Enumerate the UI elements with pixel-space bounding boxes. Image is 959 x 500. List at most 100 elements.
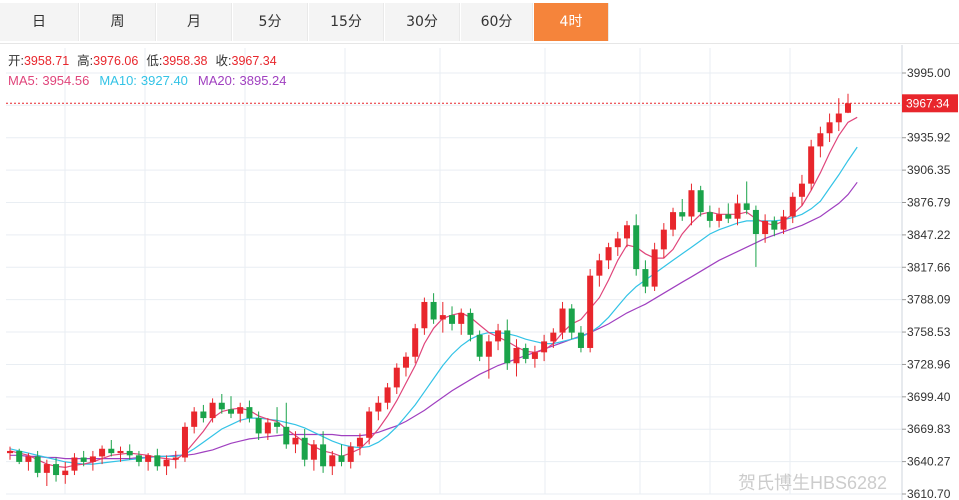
tab-60min[interactable]: 60分 <box>461 3 533 41</box>
candle-body <box>706 212 713 221</box>
tab-30min[interactable]: 30分 <box>385 3 460 41</box>
ma5-value: 3954.56 <box>42 73 89 88</box>
y-tick-label: 3876.79 <box>907 195 951 209</box>
candle-body <box>393 367 400 388</box>
candle-body <box>476 334 483 357</box>
candle-body <box>725 214 732 219</box>
candle-body <box>679 212 686 217</box>
candle-body <box>495 330 502 342</box>
candle-body <box>108 448 115 454</box>
candle-body <box>614 238 621 248</box>
candle-body <box>845 103 851 113</box>
candle-body <box>228 409 235 414</box>
candlestick-chart[interactable]: 3995.003965.513935.923906.353876.793847.… <box>0 45 959 500</box>
candle-body <box>688 190 695 217</box>
high-value: 3976.06 <box>93 54 138 68</box>
y-tick-label: 3640.27 <box>907 455 951 469</box>
candle-body <box>117 450 124 454</box>
candle-body <box>485 341 492 357</box>
chart-grid <box>6 48 902 495</box>
candle-body <box>716 214 723 221</box>
candle-body <box>274 422 281 427</box>
low-value: 3958.38 <box>162 54 207 68</box>
y-tick-label: 3699.40 <box>907 390 951 404</box>
candle-body <box>218 402 225 410</box>
ma10-value: 3927.40 <box>141 73 188 88</box>
candles-group <box>7 93 851 487</box>
ma10-line <box>9 146 858 465</box>
y-tick-label: 3669.83 <box>907 422 951 436</box>
candle-body <box>255 418 262 434</box>
candle-body <box>559 308 566 333</box>
candle-body <box>356 437 363 447</box>
candle-body <box>62 470 69 476</box>
candle-body <box>89 456 96 462</box>
candle-body <box>798 183 805 197</box>
candle-body <box>697 190 704 213</box>
candle-body <box>126 450 133 456</box>
close-value: 3967.34 <box>232 54 277 68</box>
ohlc-readout: 开:3958.71 高:3976.06 低:3958.38 收:3967.34 <box>8 53 277 68</box>
candle-body <box>135 455 142 462</box>
y-tick-label: 3906.35 <box>907 163 951 177</box>
candle-body <box>191 411 198 427</box>
candle-body <box>402 356 409 368</box>
candle-body <box>264 422 271 434</box>
candle-body <box>467 312 474 335</box>
y-tick-label: 3817.66 <box>907 260 951 274</box>
candle-body <box>301 437 308 460</box>
candle-body <box>366 411 373 438</box>
candle-body <box>568 308 575 333</box>
y-tick-label: 3935.92 <box>907 131 951 145</box>
tab-day[interactable]: 日 <box>0 3 79 41</box>
candle-body <box>826 122 833 134</box>
candle-body <box>237 407 244 414</box>
candle-body <box>338 455 345 462</box>
candle-body <box>577 332 584 348</box>
candle-body <box>16 450 23 462</box>
y-axis: 3995.003965.513935.923906.353876.793847.… <box>901 45 951 500</box>
candle-body <box>375 402 382 412</box>
ma5-line-group <box>9 116 858 469</box>
current-price-box <box>902 94 958 113</box>
candle-body <box>71 457 78 471</box>
candle-body <box>504 330 511 364</box>
tab-5min[interactable]: 5分 <box>233 3 308 41</box>
candle-body <box>34 456 41 473</box>
candle-body <box>172 457 179 460</box>
y-tick-label: 3995.00 <box>907 66 951 80</box>
candle-body <box>7 450 13 454</box>
y-tick-label: 3758.53 <box>907 325 951 339</box>
candle-body <box>623 225 630 239</box>
ma5-label: MA5: <box>8 73 38 88</box>
tab-4hour[interactable]: 4时 <box>534 3 609 41</box>
open-value: 3958.71 <box>24 54 69 68</box>
candle-body <box>780 216 787 230</box>
tab-15min[interactable]: 15分 <box>309 3 384 41</box>
candle-body <box>762 220 769 235</box>
tab-month[interactable]: 月 <box>157 3 232 41</box>
candle-body <box>449 315 456 324</box>
timeframe-tabs: 日 周 月 5分 15分 30分 60分 4时 <box>0 0 959 44</box>
candle-body <box>310 444 317 460</box>
candle-body <box>25 456 32 462</box>
candle-body <box>835 113 842 123</box>
candle-body <box>458 312 465 324</box>
candle-body <box>430 301 437 320</box>
candle-body <box>209 402 216 419</box>
y-tick-label: 3847.22 <box>907 228 951 242</box>
ma-readout: MA5: 3954.56 MA10: 3927.40 MA20: 3895.24 <box>8 73 287 88</box>
candle-body <box>771 220 778 230</box>
candle-body <box>808 146 815 184</box>
ma20-label: MA20: <box>198 73 236 88</box>
tab-week[interactable]: 周 <box>80 3 156 41</box>
candle-body <box>329 455 336 467</box>
low-label: 低: <box>146 54 162 68</box>
candle-body <box>384 387 391 403</box>
candle-body <box>752 209 759 235</box>
candle-body <box>292 437 299 445</box>
candle-body <box>80 457 87 462</box>
candle-body <box>596 260 603 276</box>
candle-body <box>660 229 667 250</box>
ma5-line <box>9 116 858 469</box>
